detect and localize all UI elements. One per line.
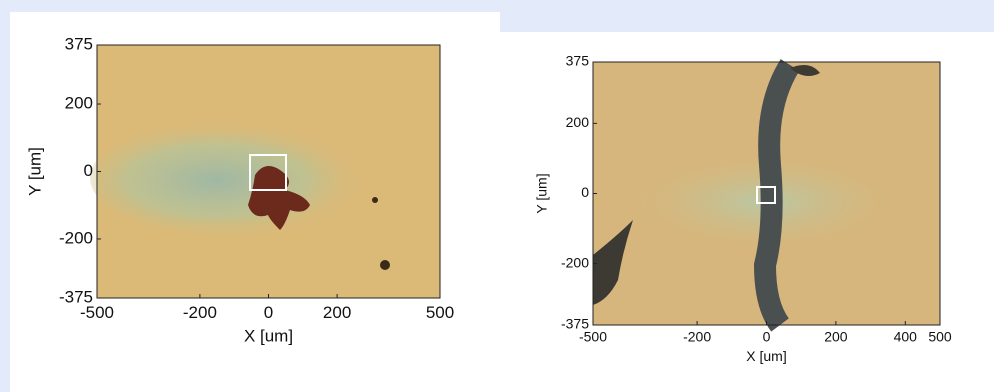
y-tick-label: -200 [561,254,589,270]
page: -500-2000200500-375-2000200375X [um]Y [u… [0,0,994,392]
x-tick-label: 500 [928,328,952,344]
x-axis-label: X [um] [244,327,293,346]
y-tick-label: 375 [566,53,590,69]
y-tick-label: 0 [84,161,93,180]
y-axis-label: Y [um] [25,147,44,196]
x-tick-label: -200 [183,303,217,322]
x-tick-label: 200 [323,303,351,322]
y-axis-label: Y [um] [533,173,549,213]
spot [372,197,378,203]
y-tick-label: 200 [65,94,93,113]
y-tick-label: -375 [59,287,93,306]
x-tick-label: 0 [264,303,273,322]
x-tick-label: 0 [763,328,771,344]
spot [380,260,390,270]
x-tick-label: 500 [426,303,454,322]
figure: -500-2000200500-375-2000200375X [um]Y [u… [0,0,994,392]
x-tick-label: 400 [894,328,918,344]
x-tick-label: -200 [683,328,711,344]
y-tick-label: -375 [561,316,589,332]
x-tick-label: 200 [824,328,848,344]
y-tick-label: 200 [566,114,590,130]
y-tick-label: 0 [581,184,589,200]
stain [90,118,390,238]
y-tick-label: -200 [59,228,93,247]
y-tick-label: 375 [65,34,93,53]
x-axis-label: X [um] [746,348,786,364]
